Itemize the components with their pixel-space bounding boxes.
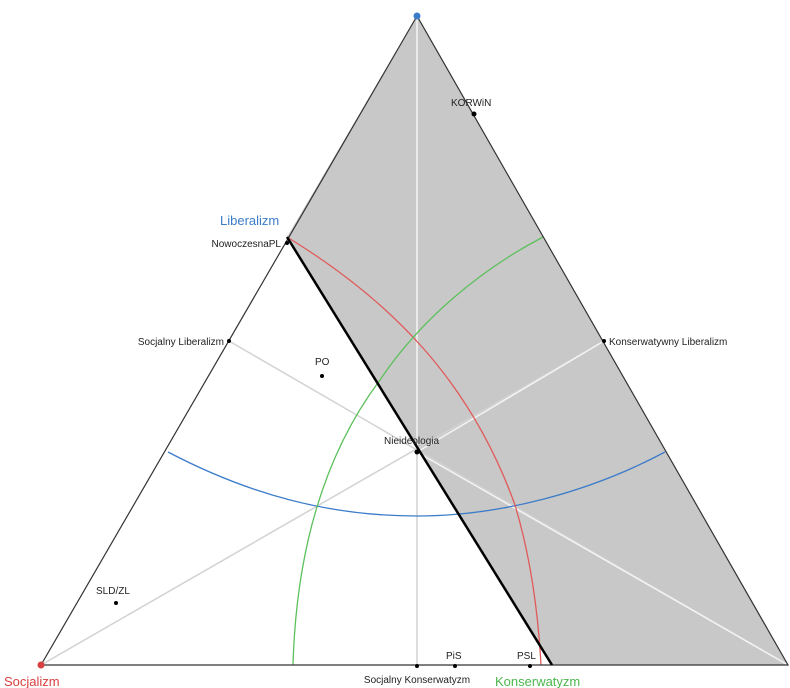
corner-marker-top <box>413 12 421 20</box>
label-po: PO <box>315 357 330 368</box>
guide-lines-in-shade <box>416 16 789 666</box>
label-korwin: KORWiN <box>451 98 491 109</box>
shaded-region <box>287 16 788 665</box>
label-soc-kons: Socjalny Konserwatyzm <box>364 675 470 686</box>
point-soc-kons <box>415 664 419 668</box>
point-sld <box>114 601 118 605</box>
corner-label-socjalizm: Socjalizm <box>4 674 60 688</box>
label-kons-lib: Konserwatywny Liberalizm <box>609 337 727 348</box>
label-psl: PSL <box>517 651 536 662</box>
data-points <box>114 111 606 668</box>
arc-blue <box>167 451 666 517</box>
corner-marker-left <box>37 661 45 669</box>
point-soc-lib <box>227 339 231 343</box>
label-nieideologia: Nieideologia <box>384 436 439 447</box>
point-psl <box>528 664 532 668</box>
label-sld: SLD/ZL <box>96 586 130 597</box>
point-po <box>320 374 324 378</box>
point-nowoczesna <box>285 241 289 245</box>
arc-green <box>292 236 544 666</box>
guide-line-konslib <box>40 340 605 666</box>
corner-label-liberalizm: Liberalizm <box>220 213 279 228</box>
point-korwin <box>471 111 477 117</box>
divider-line <box>285 236 554 666</box>
label-soc-lib: Socjalny Liberalizm <box>138 337 224 348</box>
label-pis: PiS <box>446 651 462 662</box>
label-nowoczesna: NowoczesnaPL <box>212 239 282 250</box>
point-kons-lib <box>602 339 606 343</box>
corner-label-konserwatyzm: Konserwatyzm <box>495 674 580 688</box>
point-nieideologia <box>414 449 420 455</box>
point-pis <box>453 664 457 668</box>
arc-red <box>286 236 542 666</box>
